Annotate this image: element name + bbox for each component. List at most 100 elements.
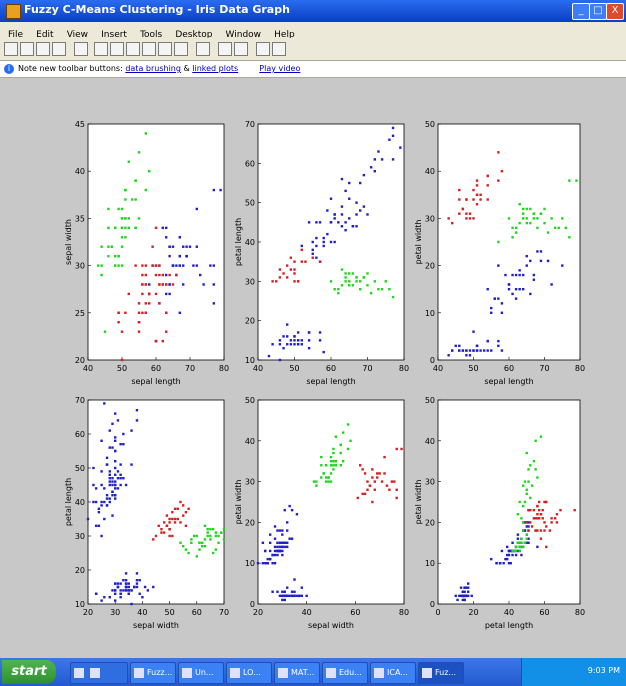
data-point xyxy=(311,248,314,252)
data-point xyxy=(391,134,395,137)
data-point xyxy=(288,537,291,540)
taskbar-item-4[interactable]: MAT... xyxy=(274,662,320,684)
data-point xyxy=(518,269,521,272)
hide-plot-tools-icon[interactable] xyxy=(256,42,270,56)
data-point xyxy=(322,350,325,354)
title-bar[interactable]: Fuzzy C-Means Clustering - Iris Data Gra… xyxy=(0,0,626,22)
brush-icon[interactable] xyxy=(174,42,188,56)
menu-help[interactable]: Help xyxy=(274,30,295,40)
data-point xyxy=(344,229,347,232)
data-point xyxy=(144,273,147,277)
data-point xyxy=(461,590,465,593)
data-point xyxy=(138,592,141,595)
menu-edit[interactable]: Edit xyxy=(36,30,54,40)
data-point xyxy=(523,480,527,483)
colorbar-icon[interactable] xyxy=(218,42,232,56)
data-point xyxy=(322,236,325,240)
data-point xyxy=(502,562,505,565)
plot-area xyxy=(257,399,405,605)
data-point xyxy=(195,555,198,558)
data-point xyxy=(120,226,124,230)
print-icon[interactable] xyxy=(52,42,66,56)
data-point xyxy=(144,283,147,286)
play-video-link[interactable]: Play video xyxy=(259,64,301,73)
y-tick-label: 0 xyxy=(430,600,435,609)
x-tick-label: 60 xyxy=(504,364,514,373)
open-file-icon[interactable] xyxy=(20,42,34,56)
data-point xyxy=(514,231,518,234)
data-point xyxy=(122,443,125,446)
taskbar-item-5[interactable]: Edu... xyxy=(322,662,368,684)
new-figure-icon[interactable] xyxy=(4,42,18,56)
data-point xyxy=(283,590,286,593)
data-point xyxy=(475,203,479,206)
menu-desktop[interactable]: Desktop xyxy=(175,30,213,40)
minimize-button[interactable]: _ xyxy=(572,3,590,20)
edit-plot-icon[interactable] xyxy=(74,42,88,56)
data-point xyxy=(271,343,274,346)
data-point xyxy=(286,343,289,346)
legend-icon[interactable] xyxy=(234,42,248,56)
data-point xyxy=(307,331,311,334)
data-point xyxy=(178,311,181,314)
data-point xyxy=(165,330,168,333)
show-plot-tools-icon[interactable] xyxy=(272,42,286,56)
x-tick-label: 80 xyxy=(219,364,229,373)
data-cursor-icon[interactable] xyxy=(158,42,172,56)
data-point xyxy=(529,207,532,211)
data-point xyxy=(141,311,144,314)
data-point xyxy=(179,521,182,524)
data-point xyxy=(344,189,347,193)
data-point xyxy=(135,572,139,575)
maximize-button[interactable]: □ xyxy=(589,3,607,20)
y-tick-label: 40 xyxy=(425,437,435,446)
data-point xyxy=(127,589,130,592)
menu-window[interactable]: Window xyxy=(225,30,262,40)
data-point xyxy=(532,273,536,277)
x-tick-label: 70 xyxy=(219,608,229,617)
menu-file[interactable]: File xyxy=(8,30,24,40)
taskbar-item-7[interactable]: Fuz... xyxy=(418,662,464,684)
rotate-icon[interactable] xyxy=(142,42,156,56)
data-point xyxy=(114,480,117,483)
y-axis-label: petal width xyxy=(414,220,423,265)
taskbar-item-2[interactable]: Un... xyxy=(178,662,224,684)
linked-plots-link[interactable]: linked plots xyxy=(192,64,239,73)
data-point xyxy=(363,472,367,475)
data-point xyxy=(371,476,374,479)
data-point xyxy=(451,349,454,352)
data-point xyxy=(506,553,509,557)
taskbar-item-6[interactable]: ICA... xyxy=(370,662,416,684)
data-point xyxy=(127,217,130,220)
zoom-in-icon[interactable] xyxy=(94,42,108,56)
data-point xyxy=(178,254,181,258)
link-icon[interactable] xyxy=(196,42,210,56)
data-brushing-link[interactable]: data brushing xyxy=(125,64,181,73)
data-point xyxy=(541,517,544,520)
taskbar-item-3[interactable]: LO... xyxy=(226,662,272,684)
data-point xyxy=(122,477,125,480)
start-button[interactable]: start xyxy=(2,660,56,684)
data-point xyxy=(373,280,376,283)
pan-icon[interactable] xyxy=(126,42,140,56)
data-point xyxy=(348,181,351,185)
quick-launch[interactable] xyxy=(70,662,128,684)
data-point xyxy=(256,562,260,565)
taskbar-item-1[interactable]: Fuzz... xyxy=(130,662,176,684)
menu-insert[interactable]: Insert xyxy=(101,30,127,40)
menu-view[interactable]: View xyxy=(66,30,89,40)
data-point xyxy=(195,245,198,248)
data-point xyxy=(110,245,113,248)
data-point xyxy=(273,562,277,565)
data-point xyxy=(273,545,277,549)
data-point xyxy=(119,443,122,446)
data-point xyxy=(339,464,342,467)
data-point xyxy=(366,213,369,216)
data-point xyxy=(536,513,539,516)
menu-tools[interactable]: Tools xyxy=(140,30,163,40)
data-point xyxy=(475,349,479,352)
data-point xyxy=(141,264,144,267)
close-button[interactable]: X xyxy=(606,3,624,20)
save-icon[interactable] xyxy=(36,42,50,56)
zoom-out-icon[interactable] xyxy=(110,42,124,56)
